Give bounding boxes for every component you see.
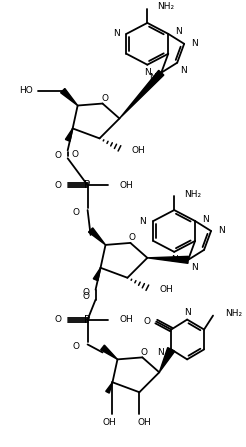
Text: OH: OH: [103, 417, 116, 426]
Polygon shape: [120, 70, 164, 118]
Text: N: N: [113, 30, 120, 38]
Text: O: O: [73, 342, 80, 351]
Text: N: N: [180, 66, 187, 75]
Text: O: O: [141, 348, 148, 357]
Text: O: O: [55, 151, 62, 160]
Text: N: N: [150, 73, 156, 82]
Text: NH₂: NH₂: [157, 3, 174, 12]
Text: N: N: [218, 227, 225, 236]
Polygon shape: [65, 128, 73, 141]
Polygon shape: [159, 348, 175, 372]
Text: OH: OH: [138, 417, 151, 426]
Text: O: O: [129, 233, 136, 242]
Text: O: O: [143, 317, 150, 326]
Text: OH: OH: [159, 285, 173, 294]
Text: O: O: [55, 181, 62, 190]
Polygon shape: [61, 89, 78, 105]
Text: O: O: [73, 207, 80, 216]
Text: N: N: [157, 348, 164, 357]
Text: N: N: [175, 27, 182, 36]
Text: P: P: [84, 180, 91, 190]
Polygon shape: [147, 257, 188, 263]
Text: HO: HO: [19, 86, 33, 95]
Text: NH₂: NH₂: [184, 190, 201, 198]
Polygon shape: [89, 228, 106, 245]
Text: O: O: [83, 288, 90, 297]
Polygon shape: [101, 345, 118, 359]
Text: N: N: [139, 216, 146, 225]
Text: N: N: [144, 68, 151, 77]
Text: O: O: [72, 150, 79, 159]
Text: N: N: [202, 215, 209, 224]
Text: O: O: [83, 292, 90, 301]
Text: N: N: [191, 39, 198, 48]
Text: OH: OH: [131, 146, 145, 155]
Text: NH₂: NH₂: [225, 309, 242, 318]
Text: N: N: [191, 263, 198, 272]
Text: N: N: [171, 255, 178, 264]
Text: O: O: [55, 315, 62, 324]
Polygon shape: [106, 382, 112, 393]
Polygon shape: [93, 268, 101, 281]
Text: P: P: [84, 315, 91, 325]
Text: O: O: [101, 94, 108, 103]
Text: OH: OH: [120, 315, 133, 324]
Text: N: N: [184, 308, 190, 317]
Text: OH: OH: [120, 181, 133, 190]
